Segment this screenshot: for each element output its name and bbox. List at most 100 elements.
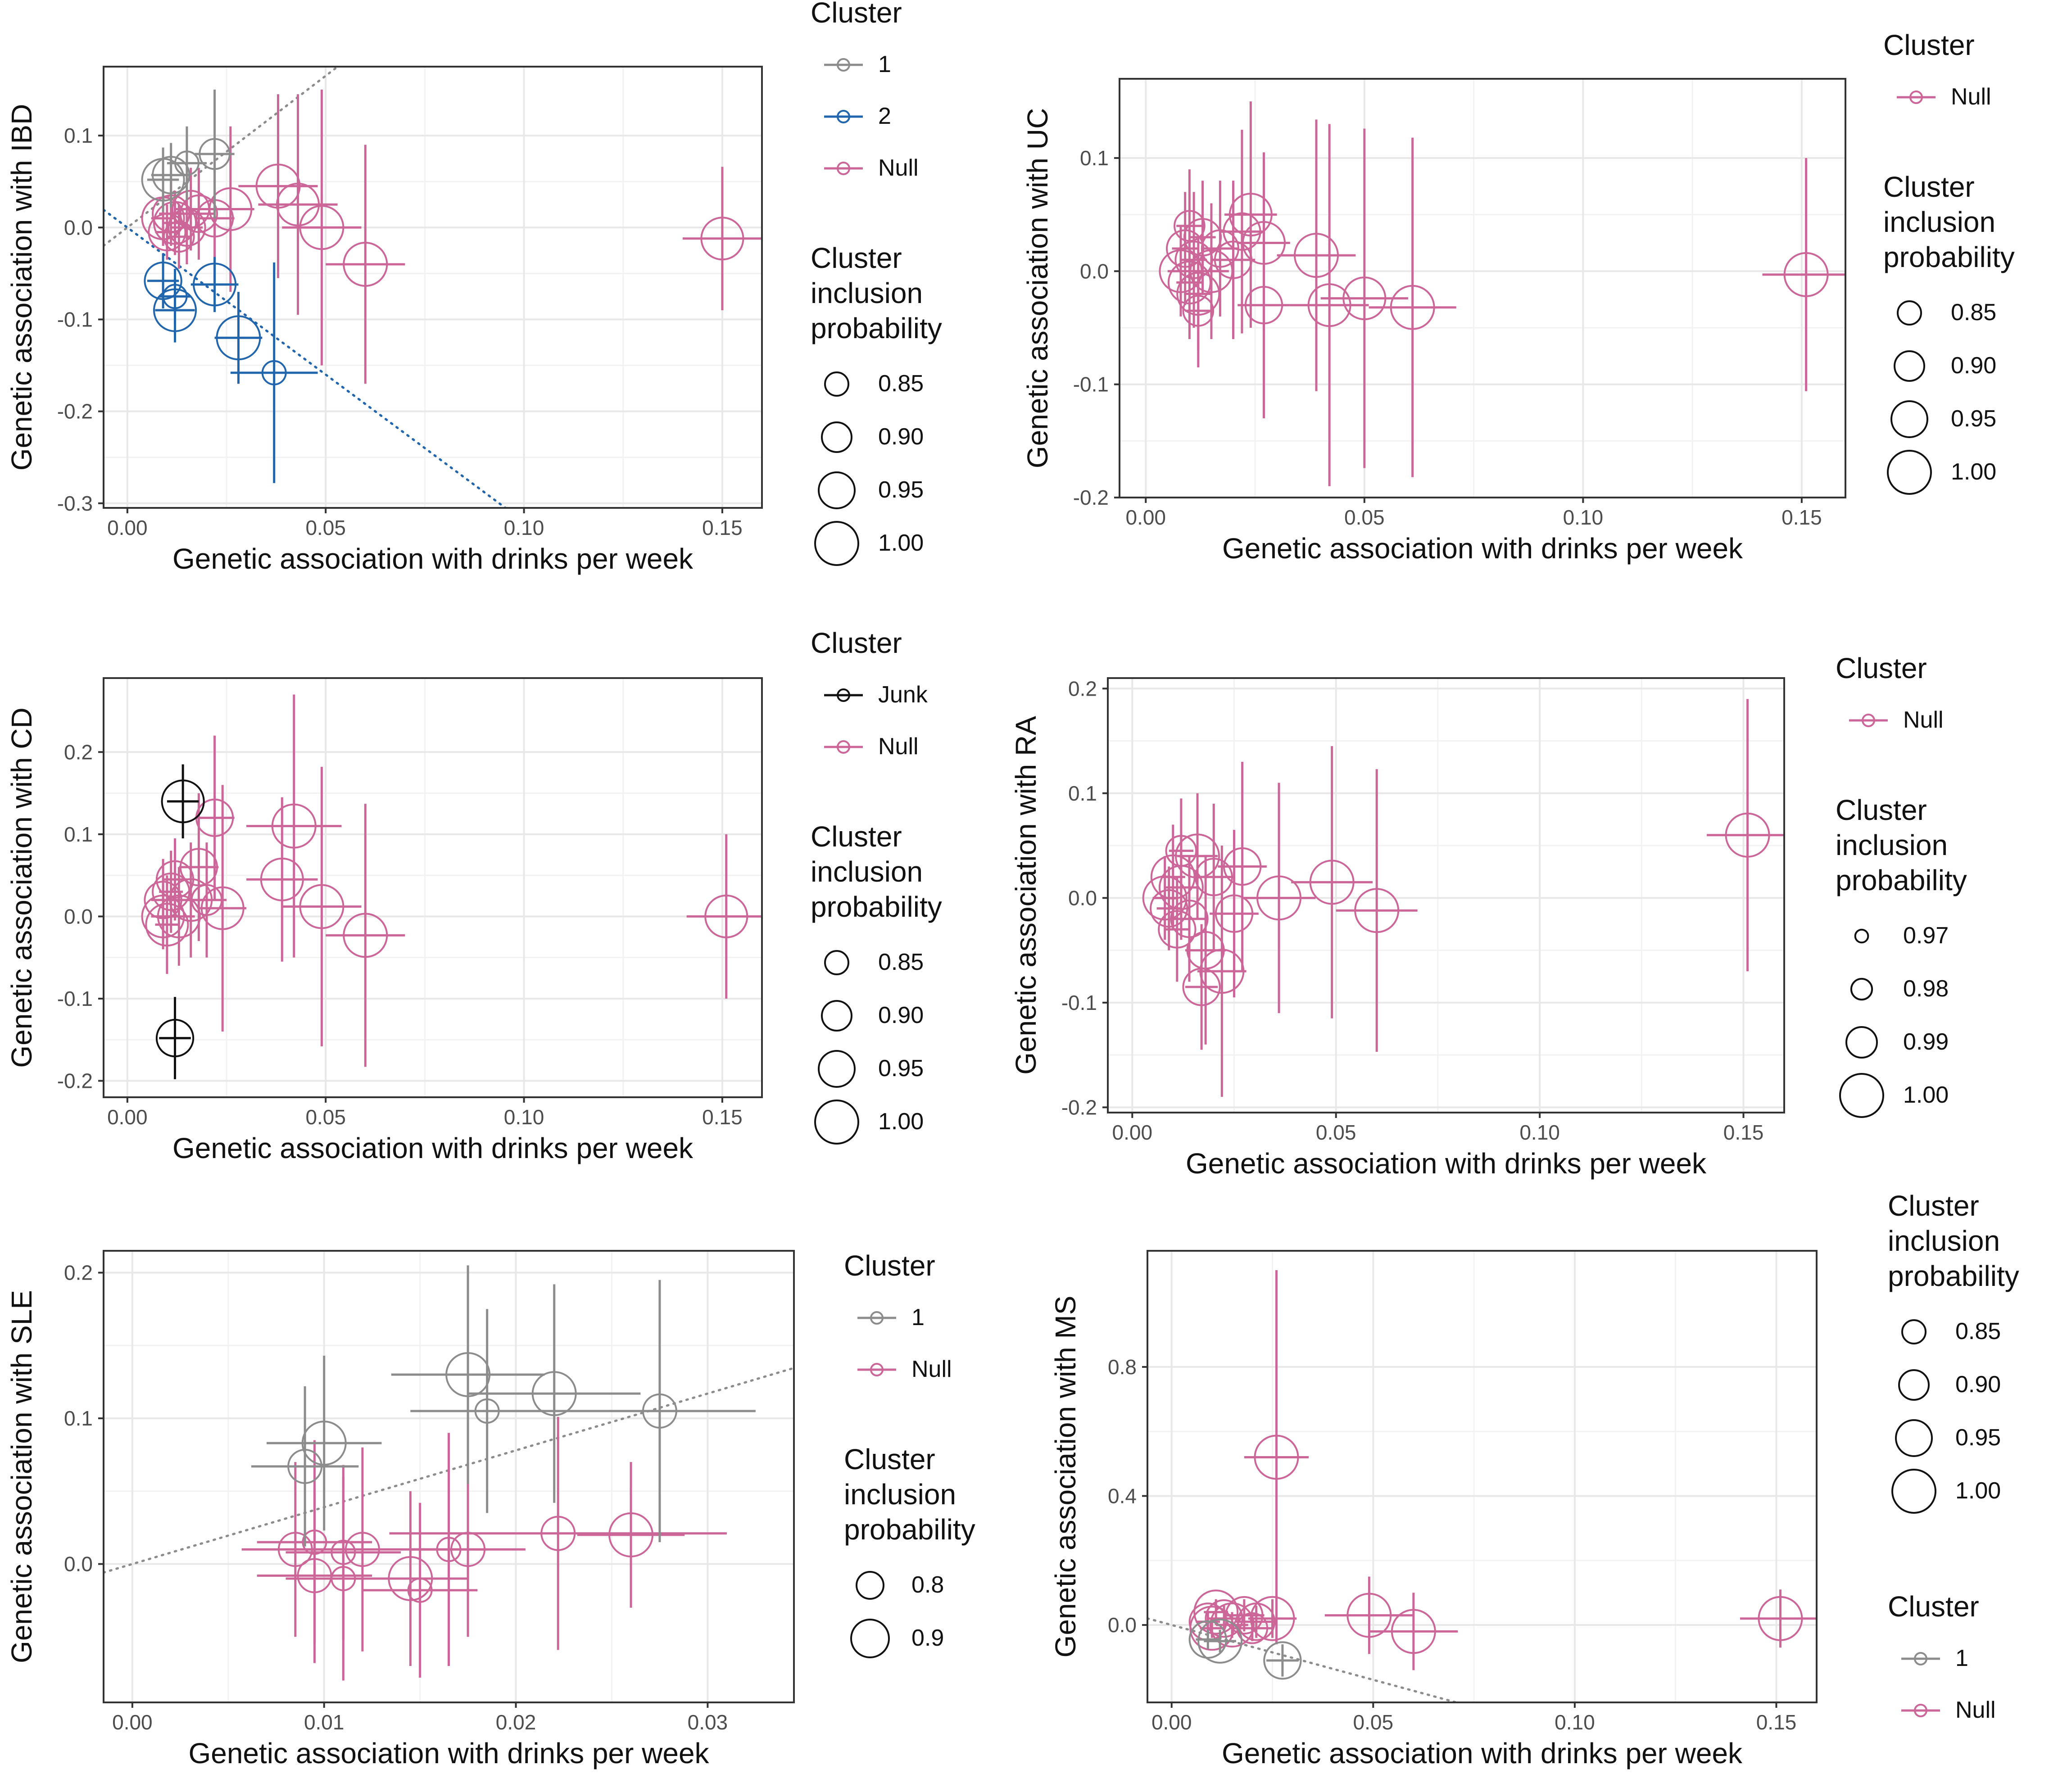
data-point[interactable] [1242,783,1316,1014]
data-point[interactable] [1165,798,1197,903]
legend-item-cluster-null[interactable]: Null [1849,707,1944,733]
data-point[interactable] [1263,1641,1302,1680]
data-point[interactable] [1277,119,1356,391]
data-point[interactable] [286,1476,401,1681]
legend-label: 1 [878,51,891,77]
data-point[interactable] [1707,699,1788,972]
point-marker [1293,233,1339,278]
legend-item-cluster-2[interactable]: 2 [824,103,891,129]
data-point[interactable] [389,1416,727,1650]
point-marker [277,1532,313,1567]
data-point[interactable] [246,797,318,962]
legend-title: Cluster [1883,29,1975,61]
data-point[interactable] [214,292,263,384]
data-point[interactable] [1174,169,1206,283]
data-point[interactable] [266,1355,382,1531]
legend-label: 0.85 [878,371,924,397]
data-point[interactable] [1320,128,1408,468]
data-point[interactable] [1324,1576,1414,1654]
data-point[interactable] [1188,1620,1227,1659]
cluster-2-slope-line [104,208,508,508]
data-point[interactable] [1182,254,1215,367]
data-point[interactable] [1142,856,1188,940]
legend-item-cluster-null[interactable]: Null [1897,84,1991,110]
data-point[interactable] [1197,1618,1243,1664]
data-point[interactable] [1290,124,1369,486]
data-point[interactable] [282,767,362,1046]
point-marker [474,1398,500,1424]
point-marker [141,894,185,938]
x-tick-label: 0.05 [1316,1121,1356,1144]
data-point[interactable] [155,997,195,1079]
legend-item-size: 0.85 [824,371,924,397]
legend-item-cluster-null[interactable]: Null [824,155,919,181]
data-point[interactable] [145,875,189,974]
data-point[interactable] [163,204,195,269]
point-marker [1725,812,1770,858]
legend-title: probability [1883,241,2015,273]
legend-size-marker [1887,450,1932,495]
point-marker [1215,894,1254,933]
data-point[interactable] [1150,866,1188,950]
point-marker [1165,835,1197,867]
legend-item-cluster-1[interactable]: 1 [857,1304,925,1330]
legend-item-cluster-junk[interactable]: Junk [824,682,928,708]
legend-title: Cluster [1888,1590,1979,1623]
data-point[interactable] [1159,226,1203,317]
data-point[interactable] [238,94,318,278]
data-point[interactable] [682,167,762,311]
point-marker [190,884,223,916]
data-point[interactable] [468,1284,641,1503]
data-point[interactable] [179,793,219,941]
point-marker [1250,1596,1295,1641]
data-point[interactable] [1218,762,1267,972]
data-point[interactable] [230,262,318,483]
data-point[interactable] [1210,830,1259,998]
legend-label: 0.85 [1951,299,1996,326]
data-point[interactable] [391,1265,545,1484]
data-point[interactable] [1175,793,1220,919]
data-point[interactable] [326,804,405,1067]
data-point[interactable] [141,883,185,950]
data-point[interactable] [241,1462,349,1637]
y-tick-label: -0.1 [57,308,93,331]
data-point[interactable] [1211,181,1256,339]
point-marker [1390,285,1435,330]
legend-item-cluster-null[interactable]: Null [824,733,919,760]
data-point[interactable] [251,1386,359,1547]
data-point[interactable] [410,1309,564,1513]
legend-item-cluster-1[interactable]: 1 [824,51,891,77]
data-point[interactable] [159,269,191,324]
data-point[interactable] [167,126,207,200]
legend-item-cluster-null[interactable]: Null [1901,1697,1996,1723]
legend-size-marker [1891,1469,1936,1514]
x-tick-label: 0.15 [1723,1121,1764,1144]
data-point[interactable] [326,145,405,384]
data-point[interactable] [257,1440,372,1644]
legend-item-cluster-1[interactable]: 1 [1901,1645,1968,1671]
data-point[interactable] [155,838,195,921]
legend-item-size: 0.90 [821,421,924,453]
data-point[interactable] [577,1462,685,1608]
data-point[interactable] [564,1280,756,1543]
data-point[interactable] [172,167,210,251]
data-point[interactable] [1182,924,1221,1050]
data-point[interactable] [161,764,205,838]
data-point[interactable] [246,694,342,958]
legend-item-cluster-null[interactable]: Null [857,1356,952,1382]
data-point[interactable] [1740,1589,1821,1648]
data-point[interactable] [362,1502,478,1678]
data-point[interactable] [1291,746,1373,1018]
data-point[interactable] [686,834,766,999]
legend-title: Cluster [811,820,902,853]
point-marker [1205,1599,1243,1638]
data-point[interactable] [186,842,227,958]
data-point[interactable] [1244,1270,1309,1645]
data-point[interactable] [282,90,362,366]
data-point[interactable] [190,257,239,312]
data-point[interactable] [1762,158,1850,391]
point-marker [1174,210,1206,242]
data-point[interactable] [1336,769,1418,1052]
data-point[interactable] [1220,130,1264,334]
data-point[interactable] [195,90,235,218]
